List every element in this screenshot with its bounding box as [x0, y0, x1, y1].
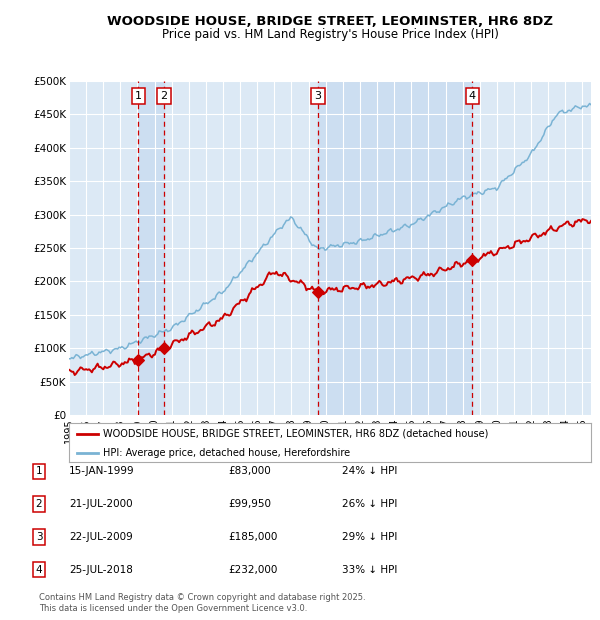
Text: 33% ↓ HPI: 33% ↓ HPI — [342, 565, 397, 575]
Point — [159, 343, 169, 353]
Text: £232,000: £232,000 — [228, 565, 277, 575]
Point — [133, 355, 143, 365]
Text: 3: 3 — [35, 532, 43, 542]
Text: 1: 1 — [134, 91, 142, 101]
Text: £185,000: £185,000 — [228, 532, 277, 542]
Text: 29% ↓ HPI: 29% ↓ HPI — [342, 532, 397, 542]
Text: Contains HM Land Registry data © Crown copyright and database right 2025.
This d: Contains HM Land Registry data © Crown c… — [39, 593, 365, 613]
Text: Price paid vs. HM Land Registry's House Price Index (HPI): Price paid vs. HM Land Registry's House … — [161, 28, 499, 40]
Bar — [138, 81, 164, 415]
Text: 15-JAN-1999: 15-JAN-1999 — [69, 466, 134, 476]
Text: 3: 3 — [314, 91, 322, 101]
Text: 26% ↓ HPI: 26% ↓ HPI — [342, 499, 397, 509]
Text: HPI: Average price, detached house, Herefordshire: HPI: Average price, detached house, Here… — [103, 448, 350, 458]
Text: WOODSIDE HOUSE, BRIDGE STREET, LEOMINSTER, HR6 8DZ: WOODSIDE HOUSE, BRIDGE STREET, LEOMINSTE… — [107, 16, 553, 28]
Point — [467, 255, 477, 265]
Text: 24% ↓ HPI: 24% ↓ HPI — [342, 466, 397, 476]
Text: £83,000: £83,000 — [228, 466, 271, 476]
Point — [313, 286, 323, 296]
Text: 1: 1 — [35, 466, 43, 476]
Text: 21-JUL-2000: 21-JUL-2000 — [69, 499, 133, 509]
Text: 22-JUL-2009: 22-JUL-2009 — [69, 532, 133, 542]
Text: 4: 4 — [35, 565, 43, 575]
Bar — [318, 81, 472, 415]
Text: 2: 2 — [160, 91, 167, 101]
Text: 4: 4 — [469, 91, 476, 101]
Text: 2: 2 — [35, 499, 43, 509]
Text: 25-JUL-2018: 25-JUL-2018 — [69, 565, 133, 575]
Text: £99,950: £99,950 — [228, 499, 271, 509]
Text: WOODSIDE HOUSE, BRIDGE STREET, LEOMINSTER, HR6 8DZ (detached house): WOODSIDE HOUSE, BRIDGE STREET, LEOMINSTE… — [103, 429, 488, 439]
